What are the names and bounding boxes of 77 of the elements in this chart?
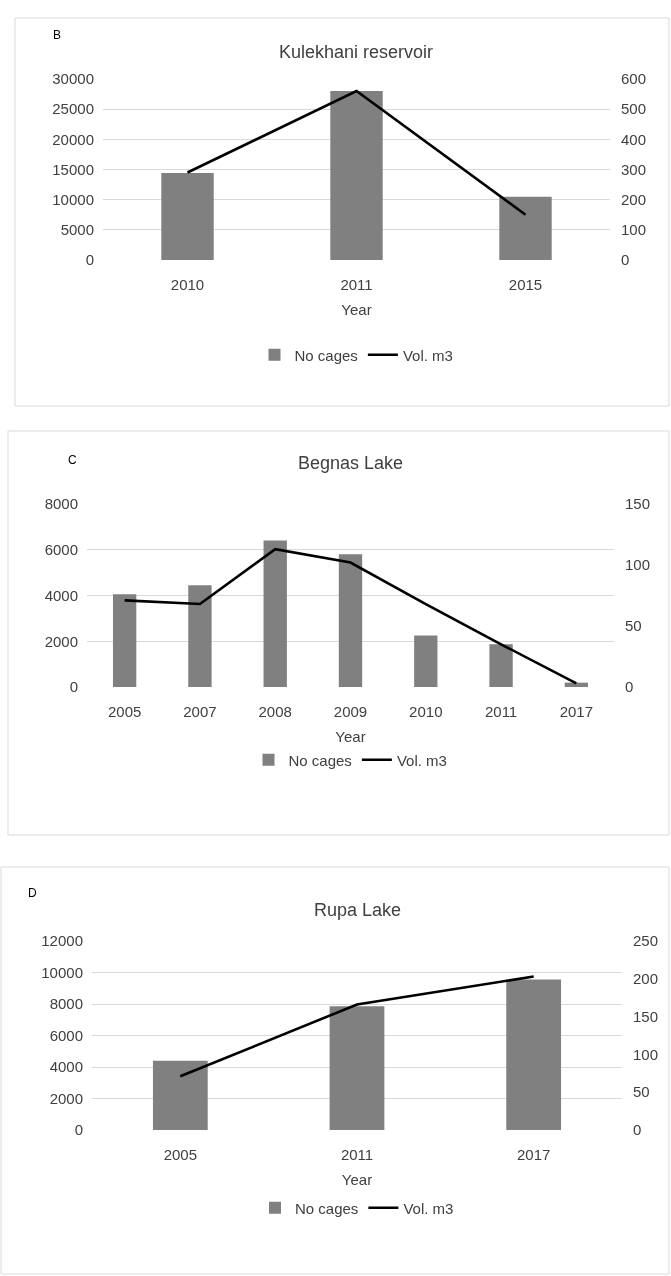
x-tick-label: 2011 — [340, 276, 373, 293]
x-tick-label: 2005 — [163, 1146, 198, 1163]
bar — [112, 594, 137, 687]
bar — [489, 644, 513, 687]
y-tick-label: 25000 — [52, 100, 94, 118]
x-axis-title: Year — [335, 728, 366, 745]
bar — [499, 196, 552, 260]
legend-label: Vol. m3 — [396, 751, 447, 769]
y2-tick-label: 100 — [625, 556, 651, 574]
y2-tick-label: 0 — [625, 678, 634, 696]
y-tick-label: 8000 — [49, 995, 83, 1013]
y-tick-label: 30000 — [52, 70, 94, 88]
y-tick-label: 6000 — [49, 1026, 83, 1044]
legend-label: Vol. m3 — [402, 346, 453, 364]
x-tick-label: 2010 — [409, 703, 443, 720]
legend-label: No cages — [295, 1199, 359, 1217]
y2-tick-label: 200 — [621, 190, 647, 208]
y-tick-label: 4000 — [49, 1058, 83, 1076]
y-tick-label: 8000 — [44, 495, 78, 513]
x-tick-label: 2007 — [183, 703, 217, 720]
y-tick-label: 2000 — [44, 632, 78, 650]
x-tick-label: 2015 — [508, 276, 543, 293]
chart-title: Rupa Lake — [314, 900, 402, 920]
legend-label: Vol. m3 — [403, 1199, 454, 1217]
y-tick-label: 5000 — [60, 221, 94, 239]
y2-tick-label: 50 — [625, 617, 642, 635]
y2-tick-label: 0 — [633, 1121, 642, 1139]
bar — [338, 554, 363, 687]
y2-tick-label: 600 — [621, 70, 647, 88]
y2-tick-label: 300 — [621, 160, 647, 178]
chart-title: Kulekhani reservoir — [279, 42, 434, 62]
y-tick-label: 10000 — [52, 190, 94, 208]
line-series — [123, 547, 578, 685]
bar — [161, 173, 214, 260]
y2-tick-label: 0 — [621, 251, 630, 269]
legend-label: No cages — [294, 346, 358, 364]
x-tick-label: 2011 — [484, 703, 518, 720]
x-tick-label: 2017 — [516, 1146, 551, 1163]
text: C — [68, 453, 77, 467]
y-tick-label: 10000 — [41, 963, 83, 981]
x-tick-label: 2009 — [333, 703, 368, 720]
bar — [330, 91, 383, 260]
y2-tick-label: 150 — [625, 495, 651, 513]
text: B — [53, 28, 62, 42]
y-tick-label: 4000 — [44, 586, 78, 604]
y-tick-label: 2000 — [49, 1089, 83, 1107]
bar — [263, 540, 287, 687]
legend-label: No cages — [288, 751, 352, 769]
x-tick-label: 2005 — [107, 703, 142, 720]
x-axis-title: Year — [341, 1171, 373, 1188]
y2-tick-label: 400 — [621, 130, 647, 148]
bar — [188, 585, 212, 687]
bar — [329, 1006, 385, 1130]
y2-tick-label: 250 — [633, 932, 659, 950]
y-tick-label: 15000 — [52, 160, 94, 178]
y-tick-label: 0 — [69, 678, 78, 696]
y2-tick-label: 150 — [633, 1007, 659, 1025]
x-tick-label: 2010 — [170, 276, 205, 293]
x-tick-label: 2011 — [340, 1146, 374, 1163]
chart-title: Begnas Lake — [298, 453, 404, 473]
bar — [506, 979, 562, 1130]
y-tick-label: 0 — [74, 1121, 83, 1139]
x-axis-title: Year — [341, 301, 372, 318]
y2-tick-label: 200 — [633, 970, 659, 988]
bar — [152, 1060, 208, 1130]
y2-tick-label: 100 — [621, 221, 647, 239]
y2-tick-label: 500 — [621, 100, 647, 118]
x-tick-label: 2008 — [258, 703, 292, 720]
y-tick-label: 20000 — [52, 130, 94, 148]
y2-tick-label: 100 — [633, 1045, 659, 1063]
y-tick-label: 0 — [85, 251, 94, 269]
x-tick-label: 2017 — [559, 703, 594, 720]
y-tick-label: 6000 — [44, 541, 78, 558]
text: D — [28, 886, 37, 900]
y-tick-label: 12000 — [41, 932, 83, 950]
y2-tick-label: 50 — [633, 1083, 650, 1101]
bar — [414, 635, 438, 687]
